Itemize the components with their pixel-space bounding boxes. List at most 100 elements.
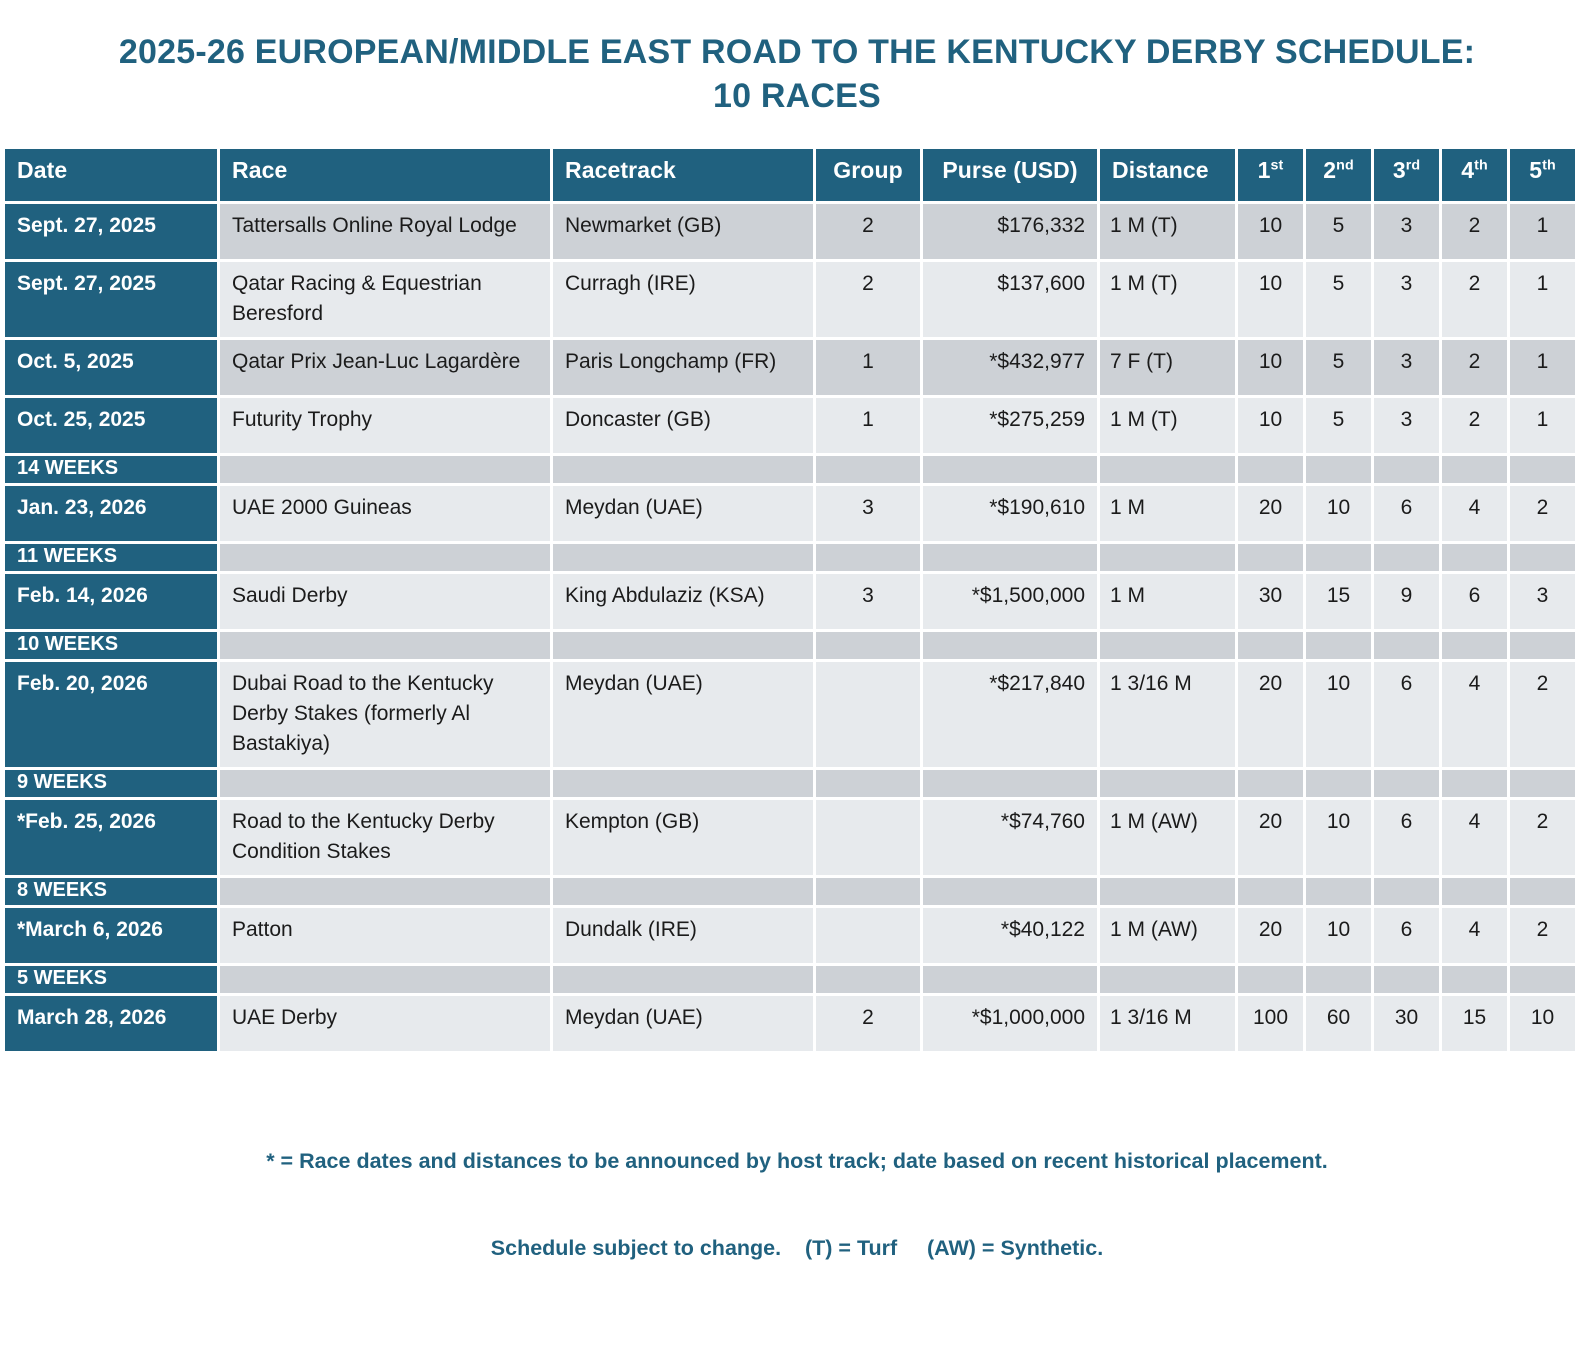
race-cell: Dubai Road to the Kentucky Derby Stakes …: [220, 662, 550, 768]
racetrack-cell: Meydan (UAE): [553, 662, 813, 768]
header-cell-date: Date: [5, 149, 217, 202]
page-title-line2: 10 RACES: [713, 77, 881, 116]
place-cell: 20: [1238, 800, 1303, 876]
weeks-label-cell: 14 WEEKS: [5, 456, 217, 484]
empty-cell: [1442, 632, 1507, 660]
race-cell: Qatar Racing & Equestrian Beresford: [220, 262, 550, 338]
distance-cell: 1 M (AW): [1100, 800, 1235, 876]
header-cell-3rd: 3rd: [1374, 149, 1439, 202]
date-cell: Sept. 27, 2025: [5, 204, 217, 260]
date-cell: Jan. 23, 2026: [5, 486, 217, 542]
place-cell: 5: [1306, 262, 1371, 338]
empty-cell: [816, 770, 920, 798]
empty-cell: [1442, 544, 1507, 572]
header-cell-2nd: 2nd: [1306, 149, 1371, 202]
empty-cell: [923, 770, 1097, 798]
place-cell: 4: [1442, 662, 1507, 768]
racetrack-cell: Dundalk (IRE): [553, 908, 813, 964]
weeks-separator-row: 14 WEEKS: [5, 456, 1575, 484]
place-cell: 10: [1238, 398, 1303, 454]
distance-cell: 1 M (T): [1100, 262, 1235, 338]
race-cell: UAE 2000 Guineas: [220, 486, 550, 542]
purse-cell: $137,600: [923, 262, 1097, 338]
place-cell: 4: [1442, 800, 1507, 876]
group-cell: 1: [816, 340, 920, 396]
racetrack-cell: Meydan (UAE): [553, 996, 813, 1052]
weeks-label-cell: 9 WEEKS: [5, 770, 217, 798]
empty-cell: [1306, 878, 1371, 906]
place-cell: 3: [1374, 340, 1439, 396]
race-cell: Tattersalls Online Royal Lodge: [220, 204, 550, 260]
group-cell: 3: [816, 486, 920, 542]
empty-cell: [1442, 456, 1507, 484]
footnotes: * = Race dates and distances to be annou…: [0, 1088, 1594, 1320]
empty-cell: [1510, 878, 1575, 906]
ordinal-suffix: th: [1542, 157, 1556, 174]
race-cell: Road to the Kentucky Derby Condition Sta…: [220, 800, 550, 876]
empty-cell: [1238, 456, 1303, 484]
date-cell: Sept. 27, 2025: [5, 262, 217, 338]
empty-cell: [1238, 966, 1303, 994]
group-cell: 2: [816, 204, 920, 260]
page-title-line1: 2025-26 EUROPEAN/MIDDLE EAST ROAD TO THE…: [118, 33, 1476, 71]
place-cell: 1: [1510, 262, 1575, 338]
empty-cell: [553, 878, 813, 906]
table-body: Sept. 27, 2025 Tattersalls Online Royal L…: [5, 204, 1575, 1052]
place-cell: 3: [1510, 574, 1575, 630]
place-cell: 1: [1510, 340, 1575, 396]
place-cell: 6: [1442, 574, 1507, 630]
place-cell: 2: [1510, 486, 1575, 542]
empty-cell: [1100, 544, 1235, 572]
date-cell: *March 6, 2026: [5, 908, 217, 964]
empty-cell: [220, 544, 550, 572]
weeks-separator-row: 11 WEEKS: [5, 544, 1575, 572]
place-cell: 10: [1238, 204, 1303, 260]
place-cell: 10: [1238, 340, 1303, 396]
racetrack-cell: Newmarket (GB): [553, 204, 813, 260]
distance-cell: 1 3/16 M: [1100, 662, 1235, 768]
empty-cell: [1306, 770, 1371, 798]
place-cell: 4: [1442, 486, 1507, 542]
place-cell: 4: [1442, 908, 1507, 964]
race-row: Feb. 14, 2026 Saudi Derby King Abdulaziz (…: [5, 574, 1575, 630]
place-cell: 9: [1374, 574, 1439, 630]
header-cell-distance: Distance: [1100, 149, 1235, 202]
place-cell: 1: [1510, 204, 1575, 260]
race-row: Oct. 25, 2025 Futurity Trophy Doncaster (G…: [5, 398, 1575, 454]
place-cell: 100: [1238, 996, 1303, 1052]
empty-cell: [1306, 632, 1371, 660]
empty-cell: [923, 966, 1097, 994]
header-cell-racetrack: Racetrack: [553, 149, 813, 202]
race-row: Jan. 23, 2026 UAE 2000 Guineas Meydan (UAE…: [5, 486, 1575, 542]
date-cell: Feb. 20, 2026: [5, 662, 217, 768]
group-cell: [816, 908, 920, 964]
place-cell: 2: [1442, 398, 1507, 454]
purse-cell: *$432,977: [923, 340, 1097, 396]
purse-cell: *$190,610: [923, 486, 1097, 542]
empty-cell: [816, 632, 920, 660]
race-cell: Saudi Derby: [220, 574, 550, 630]
racetrack-cell: Doncaster (GB): [553, 398, 813, 454]
racetrack-cell: Curragh (IRE): [553, 262, 813, 338]
race-row: *March 6, 2026 Patton Dundalk (IRE) *$40,12…: [5, 908, 1575, 964]
empty-cell: [923, 544, 1097, 572]
empty-cell: [923, 456, 1097, 484]
place-cell: 20: [1238, 662, 1303, 768]
ordinal-suffix: rd: [1405, 157, 1421, 174]
date-cell: *Feb. 25, 2026: [5, 800, 217, 876]
header-cell-group: Group: [816, 149, 920, 202]
place-cell: 2: [1442, 204, 1507, 260]
racetrack-cell: Paris Longchamp (FR): [553, 340, 813, 396]
place-cell: 6: [1374, 486, 1439, 542]
empty-cell: [220, 966, 550, 994]
weeks-label-cell: 10 WEEKS: [5, 632, 217, 660]
empty-cell: [1238, 770, 1303, 798]
weeks-separator-row: 10 WEEKS: [5, 632, 1575, 660]
header-cell-5th: 5th: [1510, 149, 1575, 202]
place-cell: 3: [1374, 398, 1439, 454]
ordinal-suffix: nd: [1336, 157, 1354, 174]
purse-cell: *$1,500,000: [923, 574, 1097, 630]
empty-cell: [1238, 878, 1303, 906]
purse-cell: *$217,840: [923, 662, 1097, 768]
place-cell: 6: [1374, 908, 1439, 964]
